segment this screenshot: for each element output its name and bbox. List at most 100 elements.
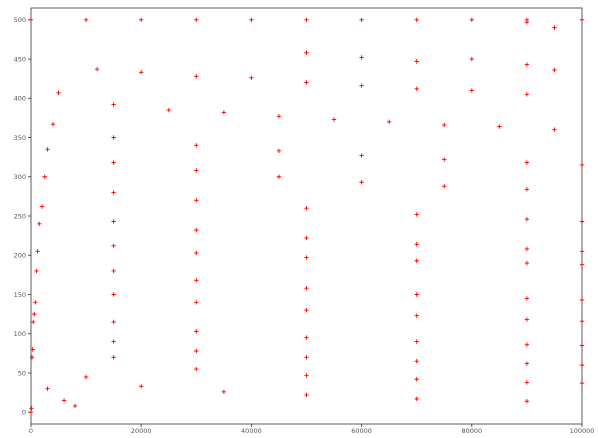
y-tick-label: 50 [18, 369, 26, 377]
data-point [524, 246, 530, 252]
data-point [276, 174, 282, 179]
y-tick-label: 350 [14, 134, 26, 142]
data-point [331, 117, 337, 122]
data-point [414, 86, 419, 92]
data-point [28, 17, 34, 22]
data-point [414, 359, 419, 364]
data-point [414, 292, 419, 297]
y-tick-label: 200 [14, 252, 26, 260]
data-point [304, 373, 309, 378]
data-point [139, 70, 144, 75]
data-point [414, 258, 419, 263]
data-point [359, 180, 364, 185]
y-axis: 0 50 100 150 200 250 300 350 400 450 500 [14, 16, 31, 417]
data-point [111, 319, 116, 325]
data-point [111, 339, 116, 344]
data-point [524, 361, 530, 366]
data-point [166, 107, 171, 113]
data-point [524, 380, 530, 385]
data-point [414, 17, 419, 22]
data-point [414, 313, 419, 318]
data-point [304, 50, 309, 55]
data-point [579, 17, 585, 22]
data-point [524, 342, 530, 347]
data-point [194, 198, 199, 203]
data-point [94, 67, 100, 72]
data-point [552, 25, 557, 30]
data-point [39, 204, 45, 209]
data-point [359, 83, 364, 88]
data-point [524, 160, 530, 165]
x-tick-label: 100000 [570, 427, 595, 435]
y-tick-label: 100 [14, 330, 26, 338]
y-tick-label: 500 [14, 16, 26, 24]
data-point [139, 384, 144, 389]
data-point [304, 80, 309, 85]
data-point [414, 339, 419, 344]
data-point [276, 114, 282, 119]
data-point [194, 300, 199, 305]
data-point [194, 168, 199, 173]
data-point [33, 300, 38, 305]
data-point [524, 62, 530, 67]
data-point [524, 260, 530, 266]
data-point [111, 190, 116, 195]
data-point [249, 17, 254, 22]
data-point [34, 268, 39, 274]
data-point [37, 221, 42, 227]
y-tick-label: 150 [14, 291, 26, 299]
data-point [45, 386, 50, 391]
data-point [42, 174, 47, 179]
data-point [111, 243, 116, 249]
data-point [83, 17, 89, 22]
data-point [442, 157, 447, 162]
data-point [221, 389, 227, 395]
data-point [35, 249, 40, 254]
data-point [359, 55, 364, 60]
data-point [524, 399, 530, 404]
y-tick-label: 0 [22, 409, 26, 417]
data-point [139, 17, 144, 22]
y-tick-label: 300 [14, 173, 26, 181]
data-point [194, 17, 199, 22]
y-tick-label: 250 [14, 212, 26, 220]
x-axis: 0 20000 40000 60000 80000 100000 [29, 424, 594, 435]
data-point [32, 311, 37, 317]
data-point [579, 318, 585, 324]
data-point [304, 17, 309, 22]
data-point [579, 262, 585, 267]
data-point [194, 143, 199, 148]
data-point [552, 67, 557, 73]
data-point [524, 296, 530, 301]
data-point [111, 135, 116, 140]
data-point [31, 319, 36, 325]
x-tick-label: 80000 [461, 427, 482, 435]
data-point [359, 153, 364, 158]
data-point [194, 74, 199, 79]
data-point [579, 343, 585, 348]
data-point [359, 17, 364, 22]
data-point [194, 366, 199, 372]
data-point [111, 219, 116, 224]
data-point [111, 268, 116, 274]
data-point [111, 160, 116, 165]
data-point [442, 183, 447, 189]
data-point [111, 102, 116, 107]
data-point [414, 396, 419, 402]
data-point [304, 392, 309, 398]
data-point [249, 75, 254, 81]
data-point [304, 255, 309, 260]
data-point [56, 90, 61, 95]
data-point [29, 355, 35, 360]
x-tick-label: 20000 [131, 427, 152, 435]
y-tick-label: 400 [14, 95, 26, 103]
data-point [469, 17, 474, 22]
data-point [524, 19, 530, 25]
data-point [524, 317, 530, 322]
data-point [469, 88, 474, 93]
data-points [28, 17, 585, 415]
data-point [28, 410, 34, 415]
data-point [579, 380, 585, 386]
